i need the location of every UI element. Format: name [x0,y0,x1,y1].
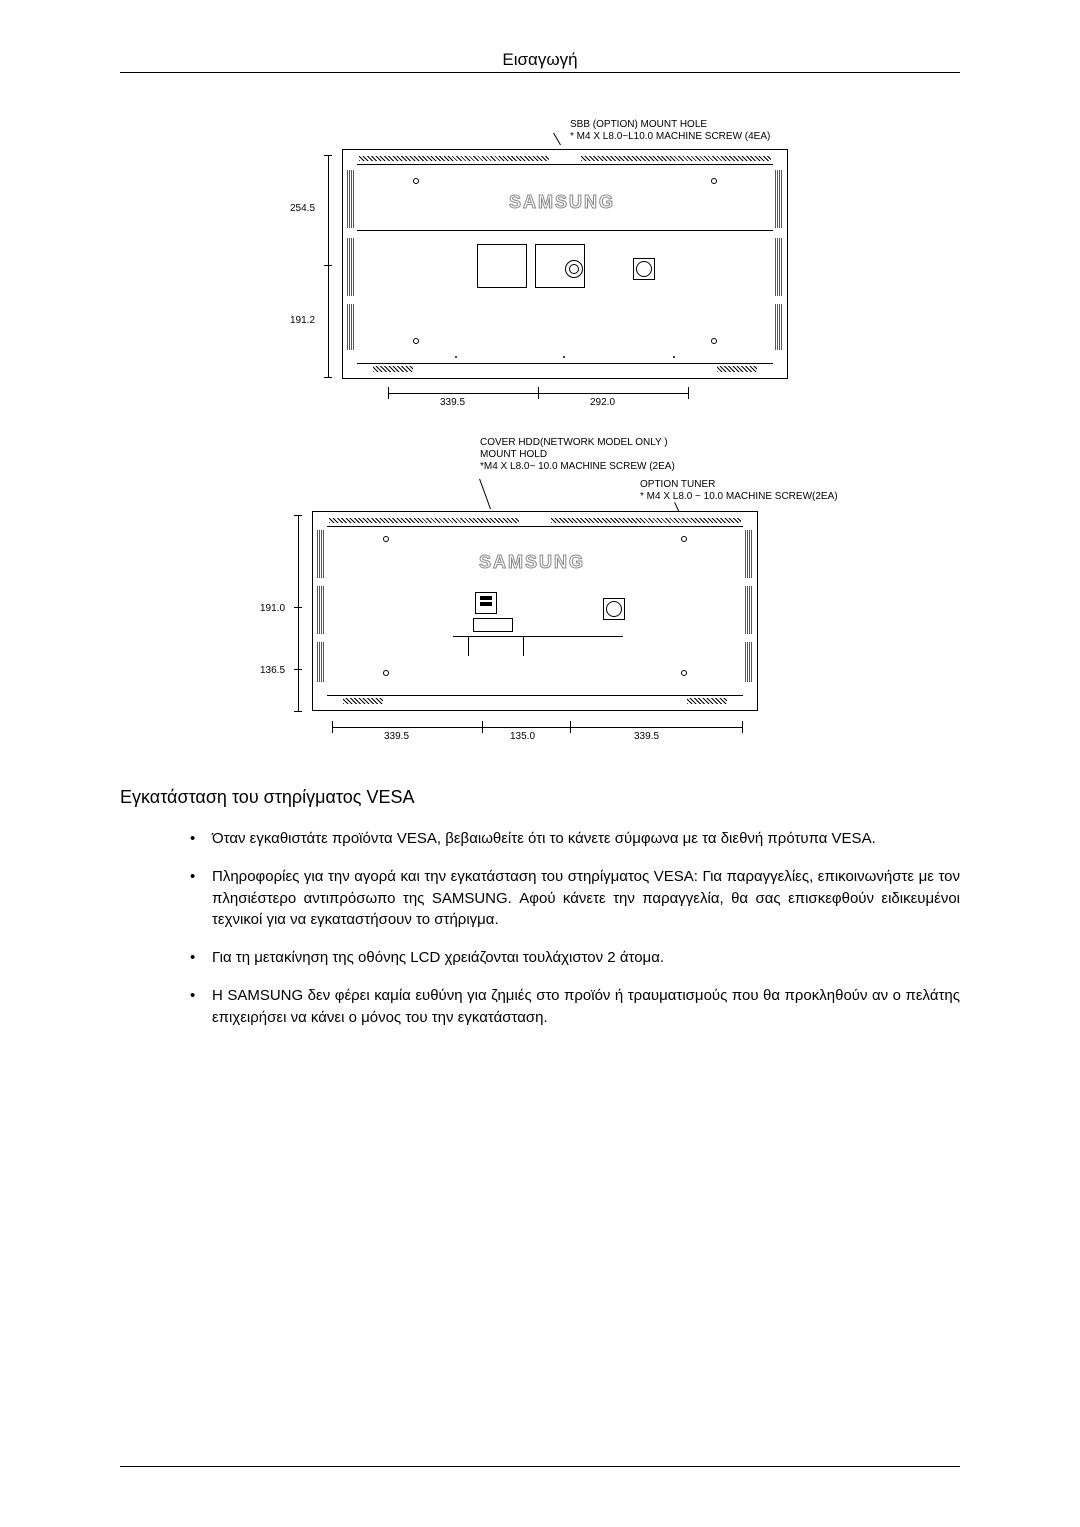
dim-339-5-a: 339.5 [440,397,465,408]
diagram-top: SBB (OPTION) MOUNT HOLE * M4 X L8.0~L10.… [280,121,800,401]
section-title-vesa: Εγκατάσταση του στηρίγματος VESA [120,787,960,808]
list-item: Για τη μετακίνηση της οθόνης LCD χρειάζο… [190,947,960,969]
sbb-annotation: SBB (OPTION) MOUNT HOLE * M4 X L8.0~L10.… [570,119,770,143]
hdd-annotation: COVER HDD(NETWORK MODEL ONLY ) MOUNT HOL… [480,437,675,473]
tuner-annotation: OPTION TUNER * M4 X L8.0 ~ 10.0 MACHINE … [640,479,838,503]
hdd-line2: MOUNT HOLD [480,449,675,461]
samsung-logo-top: SAMSUNG [509,192,615,213]
tuner-line1: OPTION TUNER [640,479,838,491]
dim-292-0: 292.0 [590,397,615,408]
list-item: Η SAMSUNG δεν φέρει καμία ευθύνη για ζημ… [190,985,960,1029]
dim-b-339-5-2: 339.5 [634,731,659,742]
page-header-title: Εισαγωγή [120,50,960,73]
monitor-body-bottom: SAMSUNG [312,511,758,711]
sbb-line2: * M4 X L8.0~L10.0 MACHINE SCREW (4EA) [570,131,770,143]
technical-diagrams: SBB (OPTION) MOUNT HOLE * M4 X L8.0~L10.… [120,121,960,747]
diagram-bottom: COVER HDD(NETWORK MODEL ONLY ) MOUNT HOL… [250,437,830,747]
footer-divider [120,1466,960,1467]
list-item: Όταν εγκαθιστάτε προϊόντα VESA, βεβαιωθε… [190,828,960,850]
dim-b-339-5-1: 339.5 [384,731,409,742]
tuner-line2: * M4 X L8.0 ~ 10.0 MACHINE SCREW(2EA) [640,491,838,503]
vesa-instruction-list: Όταν εγκαθιστάτε προϊόντα VESA, βεβαιωθε… [120,828,960,1028]
hdd-line1: COVER HDD(NETWORK MODEL ONLY ) [480,437,675,449]
samsung-logo-bottom: SAMSUNG [479,552,585,573]
dim-136-5: 136.5 [260,665,285,676]
list-item: Πληροφορίες για την αγορά και την εγκατά… [190,866,960,931]
dim-191-0: 191.0 [260,603,285,614]
hdd-line3: *M4 X L8.0~ 10.0 MACHINE SCREW (2EA) [480,461,675,473]
dim-254-5: 254.5 [290,203,315,214]
dim-191-2: 191.2 [290,315,315,326]
sbb-line1: SBB (OPTION) MOUNT HOLE [570,119,770,131]
dim-b-135-0: 135.0 [510,731,535,742]
monitor-body-top: SAMSUNG [342,149,788,379]
